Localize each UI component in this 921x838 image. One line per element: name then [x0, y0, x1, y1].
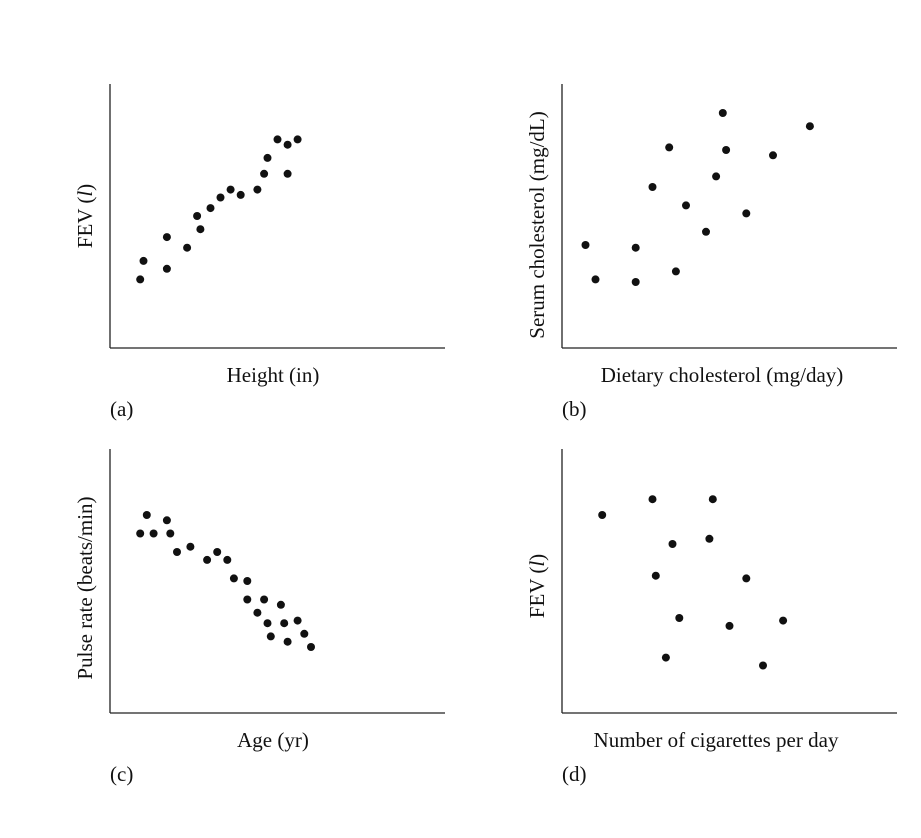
panel-b: Dietary cholesterol (mg/day) Serum chole… [525, 84, 897, 421]
data-point [769, 151, 777, 160]
data-point [722, 146, 731, 154]
data-point [805, 122, 814, 131]
data-point [162, 233, 171, 242]
data-point [742, 209, 751, 218]
data-point [263, 619, 272, 628]
data-point [236, 190, 245, 199]
data-points [136, 135, 302, 284]
data-point [162, 516, 171, 525]
data-point [631, 243, 640, 252]
data-point [742, 574, 751, 583]
data-point [661, 653, 670, 662]
data-point [229, 574, 238, 583]
panel-d: Number of cigarettes per day FEV (l) (d) [525, 449, 897, 786]
data-point [581, 241, 590, 249]
data-point [216, 193, 225, 202]
data-points [581, 109, 814, 286]
data-point [705, 534, 714, 543]
data-point [213, 548, 222, 556]
data-point [283, 140, 292, 149]
data-point [307, 643, 315, 651]
data-point [648, 183, 657, 191]
data-point [206, 204, 215, 213]
data-points [136, 511, 315, 651]
y-axis-label-italic: l [525, 561, 549, 567]
data-point [671, 267, 680, 276]
data-point [162, 264, 171, 273]
data-point [243, 595, 252, 604]
data-point [263, 153, 272, 162]
panel-label: (b) [562, 397, 587, 421]
x-axis-label: Number of cigarettes per day [594, 728, 839, 752]
data-point [725, 621, 734, 630]
y-axis-label-part: FEV ( [73, 197, 97, 249]
panel-label: (a) [110, 397, 133, 421]
data-point [183, 243, 192, 252]
y-axis-label: Serum cholesterol (mg/dL) [525, 111, 549, 338]
y-axis-label-part: ) [525, 554, 549, 561]
data-point [253, 185, 262, 194]
data-point [708, 495, 717, 504]
data-point [193, 212, 202, 220]
data-point [223, 555, 232, 564]
data-point [243, 577, 252, 585]
data-point [260, 169, 269, 178]
data-point [173, 548, 181, 556]
data-point [226, 185, 235, 194]
data-point [631, 278, 640, 286]
data-point [283, 637, 292, 646]
data-point [712, 172, 721, 181]
panel-c: Age (yr) Pulse rate (beats/min) (c) [73, 449, 445, 786]
panel-label: (c) [110, 762, 133, 786]
data-point [668, 540, 677, 548]
y-axis-label: FEV (l) [525, 554, 549, 618]
data-point [300, 629, 309, 638]
y-axis-label-part: FEV ( [525, 567, 549, 619]
data-point [186, 542, 195, 551]
data-point [283, 169, 292, 178]
data-point [598, 511, 607, 519]
data-point [280, 619, 289, 628]
data-point [702, 227, 710, 236]
data-point [196, 225, 205, 234]
data-point [260, 595, 269, 604]
data-point [253, 608, 262, 617]
y-axis-label-part: ) [73, 184, 97, 191]
y-axis-label: Pulse rate (beats/min) [73, 496, 97, 679]
y-axis-label-italic: l [73, 191, 97, 197]
data-point [682, 201, 690, 210]
data-point [675, 614, 684, 622]
data-point [591, 275, 600, 284]
data-point [651, 571, 660, 580]
data-point [203, 555, 212, 564]
data-point [139, 256, 148, 265]
panel-a: Height (in) FEV (l) (a) [73, 84, 445, 421]
x-axis-label: Age (yr) [237, 728, 309, 752]
data-point [136, 275, 145, 284]
data-points [598, 495, 788, 670]
data-point [276, 600, 285, 609]
data-point [149, 529, 158, 538]
data-point [293, 616, 302, 625]
data-point [266, 632, 275, 641]
data-point [166, 529, 175, 538]
data-point [648, 495, 657, 504]
data-point [293, 135, 302, 144]
y-axis-label: FEV (l) [73, 184, 97, 248]
data-point [779, 616, 788, 625]
data-point [273, 135, 282, 144]
data-point [759, 661, 767, 670]
data-point [718, 109, 727, 117]
panel-label: (d) [562, 762, 587, 786]
data-point [665, 143, 674, 152]
x-axis-label: Dietary cholesterol (mg/day) [601, 363, 844, 387]
x-axis-label: Height (in) [227, 363, 320, 387]
data-point [142, 511, 151, 519]
data-point [136, 529, 145, 538]
